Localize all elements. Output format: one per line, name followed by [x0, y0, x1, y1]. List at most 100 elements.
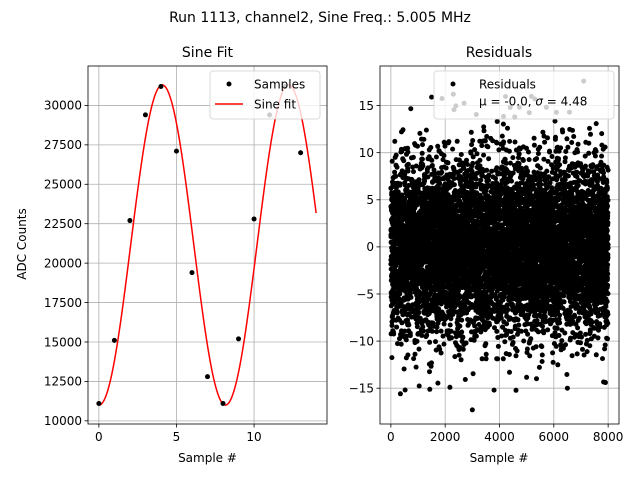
residual-point — [470, 138, 475, 143]
residual-point — [401, 158, 406, 163]
sample-point — [221, 401, 226, 406]
residual-point — [421, 329, 426, 334]
residual-point — [465, 162, 470, 167]
sine-fit-ytick-label: 15000 — [44, 335, 82, 349]
sine-fit-ytick-label: 17500 — [44, 296, 82, 310]
residual-point — [507, 149, 512, 154]
residual-point — [517, 152, 522, 157]
residual-point — [459, 357, 464, 362]
residual-point — [514, 388, 519, 393]
legend-samples-marker — [227, 82, 232, 87]
residual-point — [420, 163, 425, 168]
residual-point — [414, 365, 419, 370]
residual-point — [495, 356, 500, 361]
sine-fit-ytick-label: 12500 — [44, 375, 82, 389]
sine-fit-ytick-label: 30000 — [44, 99, 82, 113]
residual-point — [430, 329, 435, 334]
residual-point — [475, 151, 480, 156]
sine-fit-axes-frame — [88, 66, 327, 424]
sample-point — [236, 336, 241, 341]
residual-point — [521, 158, 526, 163]
residual-point — [486, 156, 491, 161]
residual-point — [474, 177, 479, 182]
residual-point — [392, 139, 397, 144]
residual-point — [424, 333, 429, 338]
residual-point — [459, 330, 464, 335]
residual-point — [449, 329, 454, 334]
residual-point — [421, 137, 426, 142]
sine-fit-title: Sine Fit — [182, 45, 234, 61]
residual-point — [435, 381, 440, 386]
residual-point — [405, 150, 410, 155]
residual-point — [460, 335, 465, 340]
residual-point — [464, 341, 469, 346]
sine-fit-ytick-label: 20000 — [44, 256, 82, 270]
residual-point — [521, 339, 526, 344]
residual-point — [478, 178, 483, 183]
residual-point — [510, 155, 515, 160]
residuals-xlabel: Sample # — [470, 451, 529, 465]
residual-point — [406, 162, 411, 167]
residual-point — [413, 352, 418, 357]
residual-point — [429, 158, 434, 163]
residual-point — [513, 140, 518, 145]
residual-point — [457, 324, 462, 329]
residual-point — [415, 324, 420, 329]
residual-point — [484, 168, 489, 173]
residual-point — [417, 384, 422, 389]
sample-point — [127, 218, 132, 223]
residual-point — [409, 295, 414, 300]
residual-point — [390, 323, 395, 328]
residual-point — [422, 179, 427, 184]
residual-point — [442, 322, 447, 327]
residual-point — [452, 182, 457, 187]
residual-point — [411, 356, 416, 361]
residual-point — [517, 161, 522, 166]
residual-point — [403, 388, 408, 393]
sample-point — [158, 84, 163, 89]
sine-fit-line — [99, 85, 316, 405]
residual-point — [411, 155, 416, 160]
residual-point — [424, 128, 429, 133]
sample-point — [205, 374, 210, 379]
sine-fit-xtick-label: 0 — [95, 430, 103, 444]
residual-point — [439, 329, 444, 334]
residual-point — [433, 339, 438, 344]
residual-point — [446, 139, 451, 144]
sample-point — [189, 270, 194, 275]
residual-point — [477, 158, 482, 163]
residual-point — [471, 371, 476, 376]
residual-point — [442, 342, 447, 347]
residual-point — [428, 145, 433, 150]
residual-point — [461, 347, 466, 352]
residual-point — [406, 169, 411, 174]
residual-point — [506, 307, 511, 312]
residual-point — [455, 139, 460, 144]
residual-point — [500, 134, 505, 139]
residual-point — [394, 325, 399, 330]
residual-point — [502, 339, 507, 344]
legend-samples-label: Samples — [254, 78, 305, 92]
residual-point — [501, 122, 506, 127]
residual-point — [509, 179, 514, 184]
residual-point — [516, 317, 521, 322]
residual-point — [470, 161, 475, 166]
residual-point — [429, 360, 434, 365]
residual-point — [415, 339, 420, 344]
residual-point — [446, 160, 451, 165]
residual-point — [399, 342, 404, 347]
residual-point — [457, 353, 462, 358]
residual-point — [447, 385, 452, 390]
residual-point — [483, 138, 488, 143]
sine-fit-xtick-label: 10 — [246, 430, 261, 444]
residual-point — [430, 163, 435, 168]
residual-point — [450, 147, 455, 152]
sample-point — [96, 401, 101, 406]
residual-point — [434, 329, 439, 334]
residual-point — [501, 356, 506, 361]
residual-point — [395, 311, 400, 316]
residual-point — [507, 370, 512, 375]
